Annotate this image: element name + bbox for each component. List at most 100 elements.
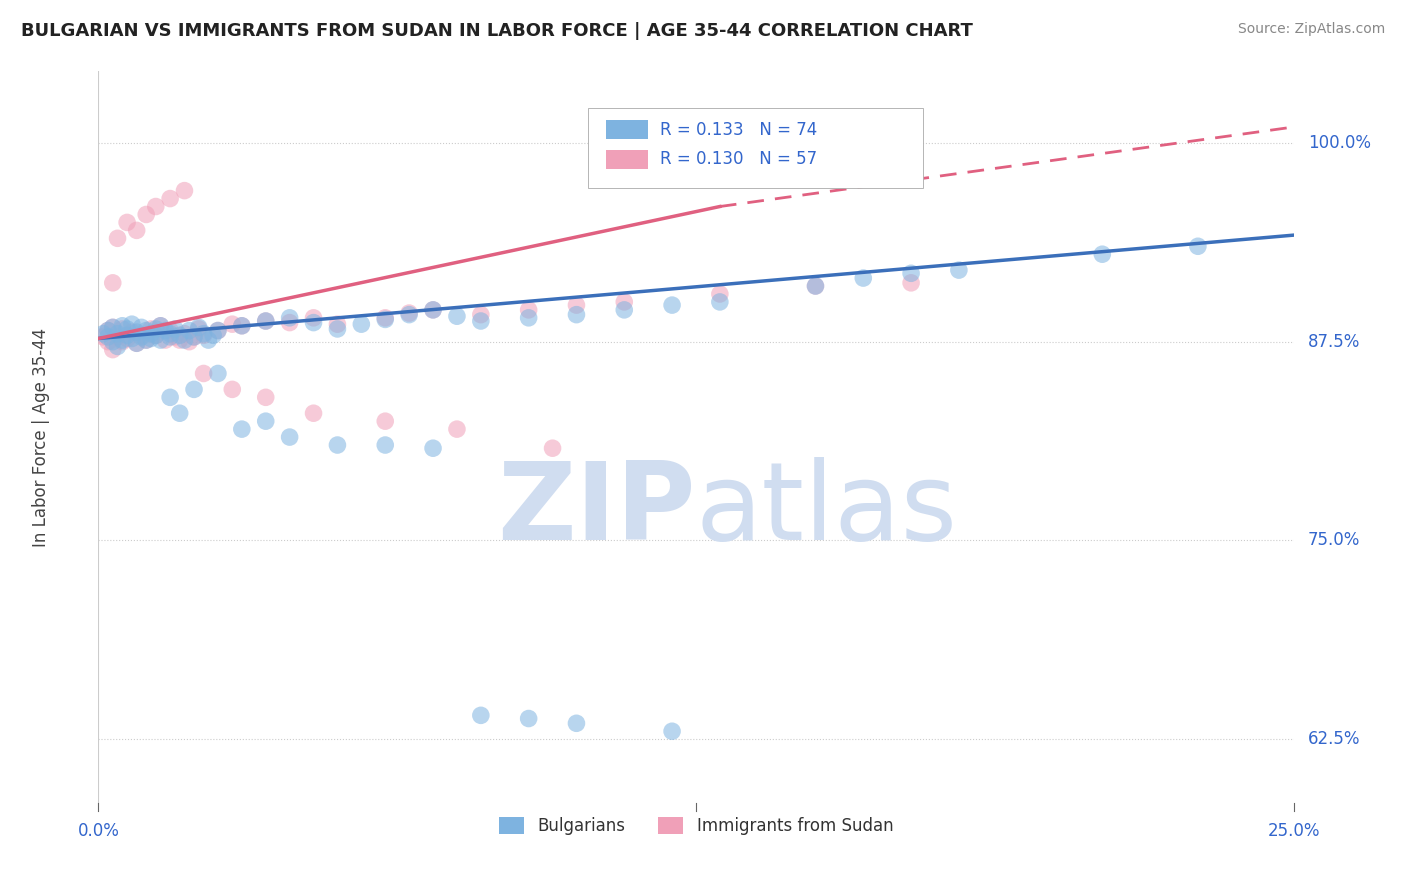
Point [948,263,970,277]
Point [149,318,172,333]
Point [207,324,229,338]
Point [121,331,143,345]
Point [101,320,124,334]
Point [131,320,153,334]
Point [97,334,120,349]
Point [107,326,129,341]
Point [804,279,827,293]
Point [193,326,215,341]
Point [852,271,875,285]
Point [159,390,181,404]
Point [159,326,181,341]
Point [207,324,229,338]
Point [135,324,157,338]
Text: In Labor Force | Age 35-44: In Labor Force | Age 35-44 [32,327,51,547]
Point [661,724,683,739]
Point [173,184,195,198]
Point [470,308,492,322]
Text: 75.0%: 75.0% [1308,532,1360,549]
Point [139,322,162,336]
Point [278,430,301,444]
Text: Source: ZipAtlas.com: Source: ZipAtlas.com [1237,22,1385,37]
Point [231,318,253,333]
Point [179,334,201,349]
Point [97,324,120,338]
Point [159,330,181,344]
Bar [606,150,648,169]
Point [163,330,186,344]
Text: 100.0%: 100.0% [1308,134,1371,152]
Point [169,328,191,343]
Text: R = 0.130   N = 57: R = 0.130 N = 57 [661,150,817,168]
Point [709,294,731,309]
Point [613,294,636,309]
Point [101,343,124,357]
Point [374,312,396,326]
Point [187,320,209,334]
Point [183,330,205,344]
Point [197,333,219,347]
Point [125,223,148,237]
Point [121,317,143,331]
Text: 0.0%: 0.0% [77,822,120,840]
Point [111,322,134,336]
Point [350,317,373,331]
Point [278,316,301,330]
Point [302,406,325,420]
Point [422,302,444,317]
FancyBboxPatch shape [589,108,922,188]
Point [139,326,162,341]
Point [145,328,167,343]
Point [107,339,129,353]
Point [517,712,540,726]
Point [193,367,215,381]
Text: BULGARIAN VS IMMIGRANTS FROM SUDAN IN LABOR FORCE | AGE 35-44 CORRELATION CHART: BULGARIAN VS IMMIGRANTS FROM SUDAN IN LA… [21,22,973,40]
Point [115,328,138,343]
Point [231,318,253,333]
Point [101,320,124,334]
Point [159,192,181,206]
Point [125,325,148,339]
Legend: Bulgarians, Immigrants from Sudan: Bulgarians, Immigrants from Sudan [492,811,900,842]
Point [254,390,277,404]
Point [565,716,588,731]
Point [541,441,564,455]
Point [121,325,143,339]
Text: atlas: atlas [696,458,957,563]
Point [661,298,683,312]
Point [613,302,636,317]
Point [565,308,588,322]
Text: 62.5%: 62.5% [1308,731,1361,748]
Point [173,333,195,347]
Point [101,334,124,349]
Point [374,438,396,452]
Point [422,441,444,455]
Point [149,333,172,347]
Point [1091,247,1114,261]
Point [374,414,396,428]
Point [183,330,205,344]
Point [422,302,444,317]
Point [149,318,172,333]
Point [183,383,205,397]
Point [398,306,420,320]
Point [302,316,325,330]
Point [1187,239,1209,253]
Point [804,279,827,293]
Point [254,314,277,328]
Text: ZIP: ZIP [498,458,696,563]
Point [145,200,167,214]
Point [900,276,922,290]
Point [131,330,153,344]
Point [173,326,195,341]
Point [155,333,177,347]
Point [135,333,157,347]
Point [326,322,349,336]
Point [111,334,134,349]
Point [565,298,588,312]
Point [107,231,129,245]
Point [179,324,201,338]
Point [326,438,349,452]
Point [97,324,120,338]
Point [278,310,301,325]
